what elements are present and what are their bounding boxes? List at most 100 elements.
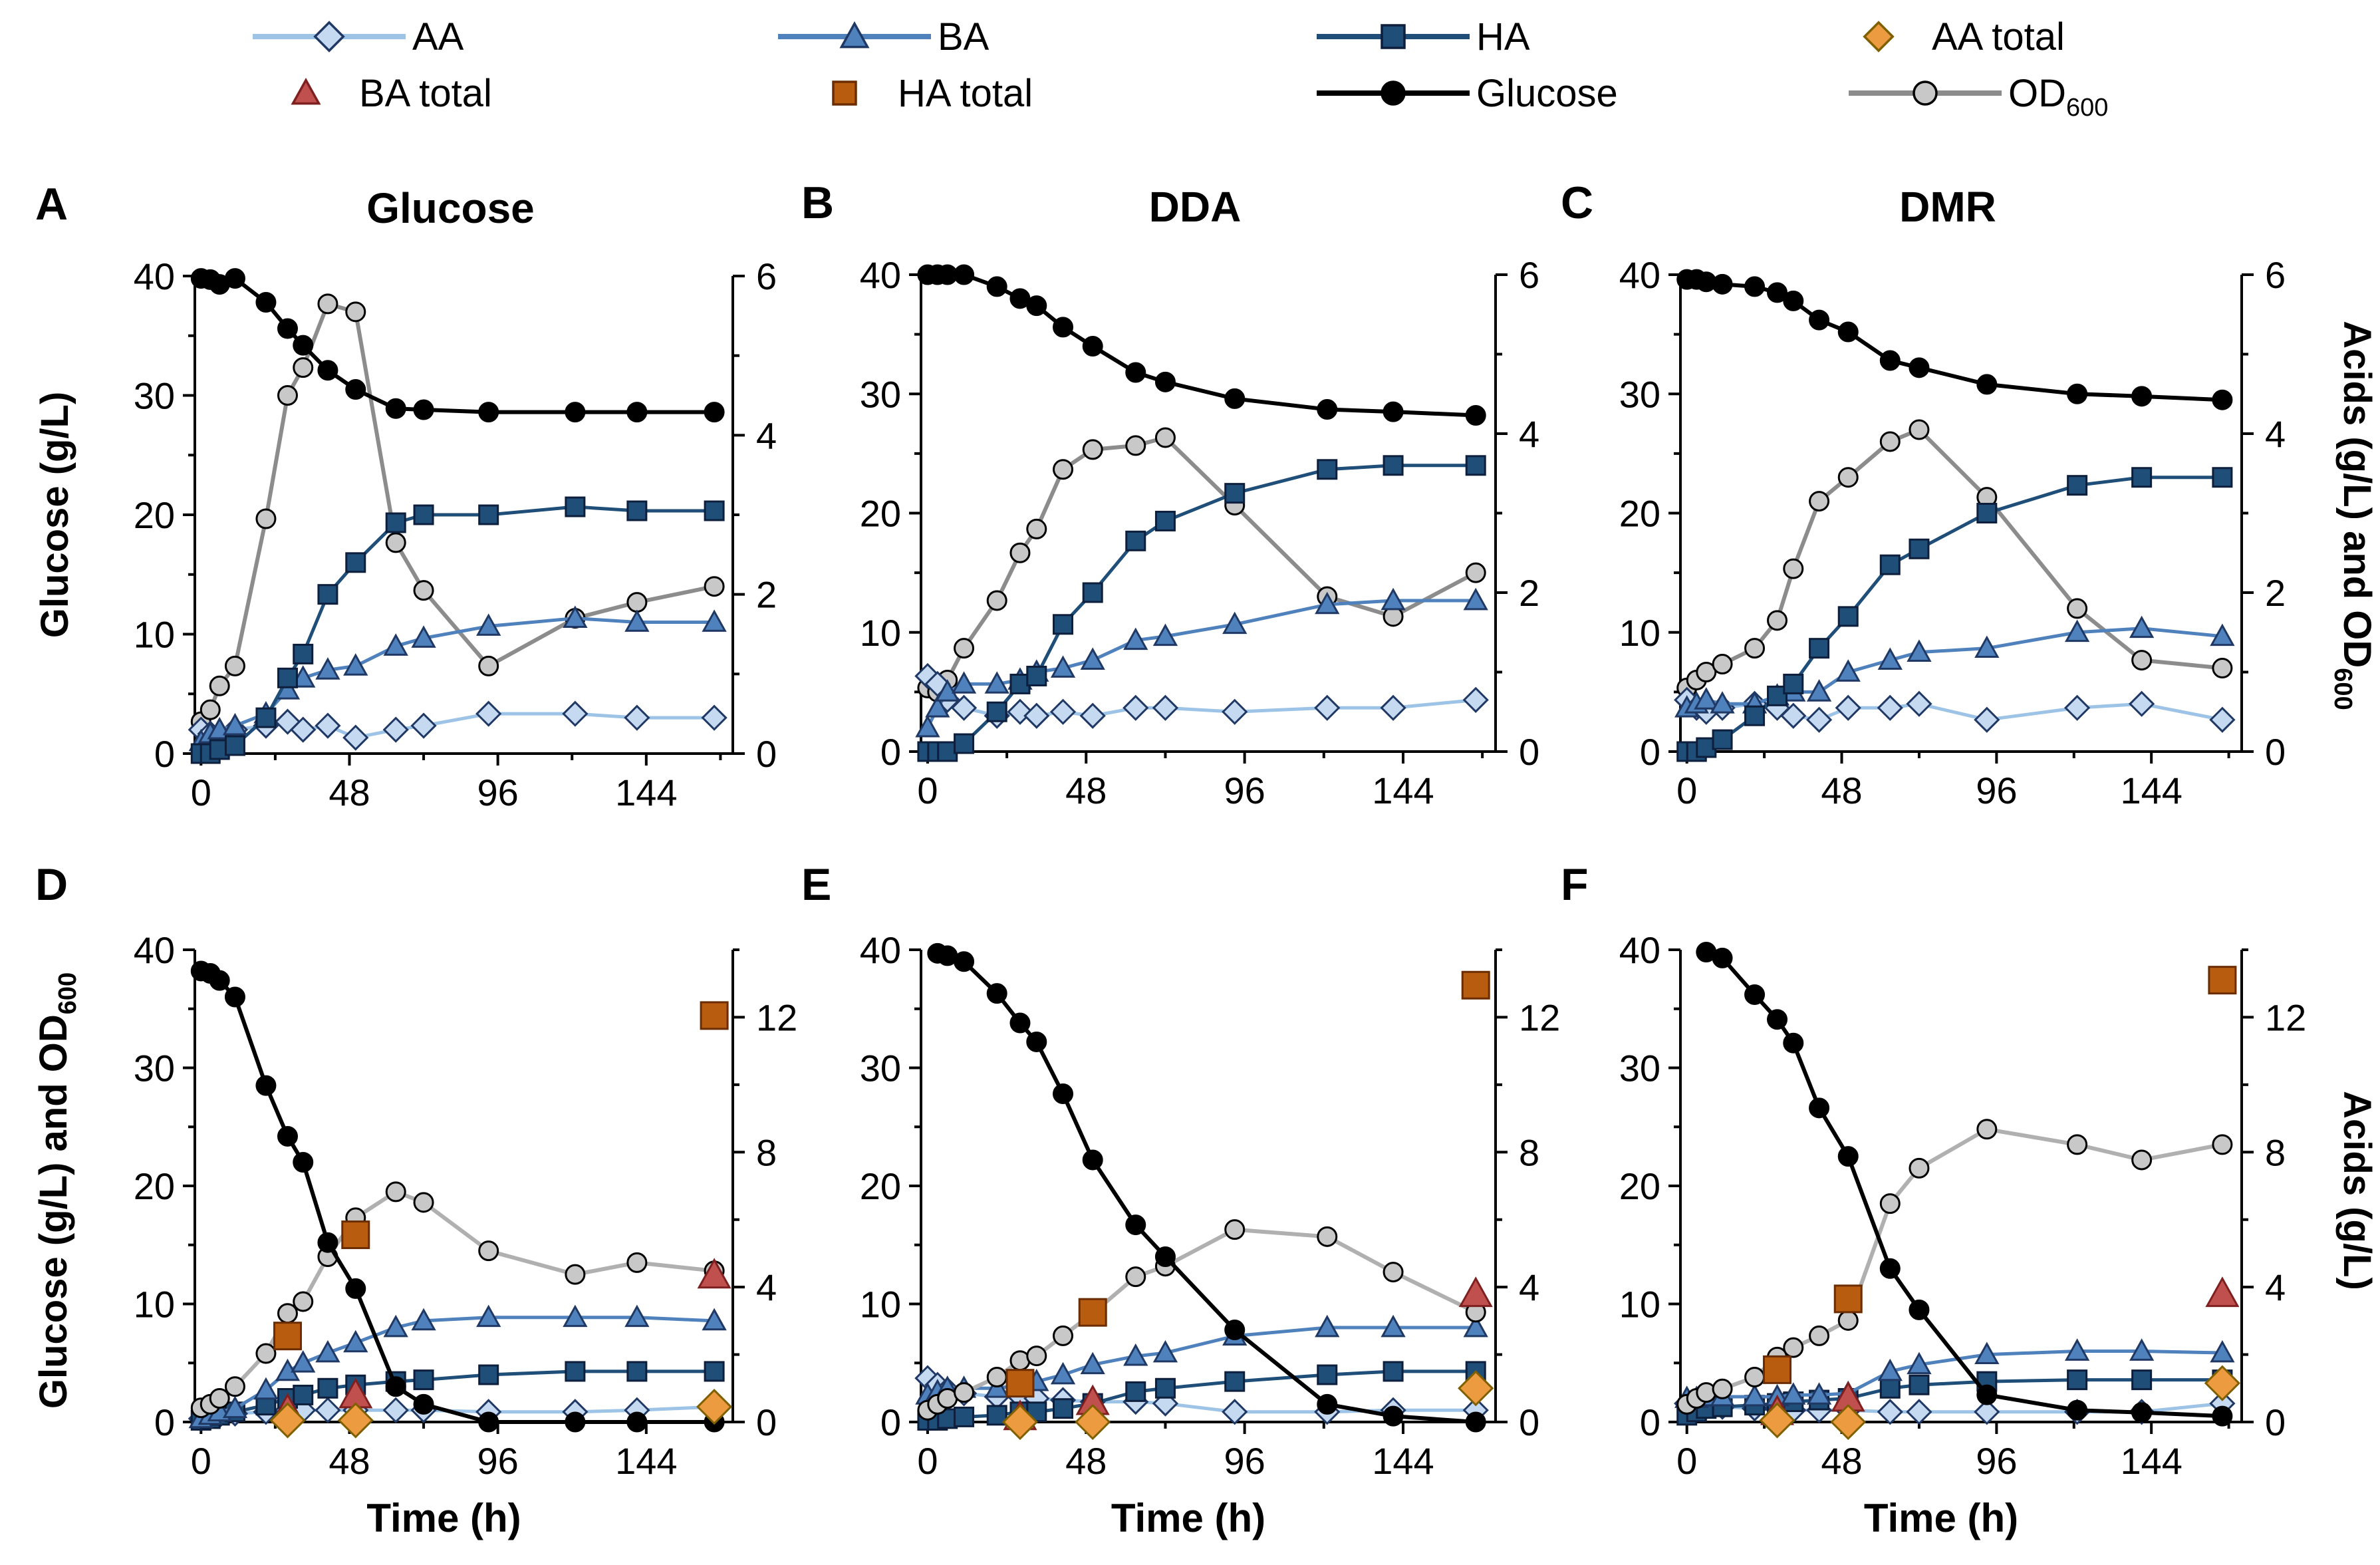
- data-point: [1049, 698, 1077, 725]
- data-point: [1780, 702, 1807, 729]
- data-point: [2208, 966, 2237, 995]
- data-point: [1907, 639, 1932, 662]
- data-point: [2064, 1338, 2090, 1361]
- legend: AA BA HA AA total BA total HA total Glucose OD6…: [253, 15, 2108, 122]
- data-point: [385, 512, 406, 533]
- data-point: [209, 675, 230, 696]
- data-point: [626, 1252, 648, 1273]
- data-point: [1026, 1346, 1047, 1367]
- data-point: [700, 1001, 729, 1030]
- x-tick-label: 48: [1821, 770, 1862, 811]
- data-point: [413, 399, 434, 420]
- data-point: [1123, 627, 1148, 650]
- data-point: [1383, 1361, 1404, 1382]
- y-tick-label-right: 0: [756, 1401, 777, 1443]
- data-point: [1463, 587, 1488, 611]
- data-point: [565, 1361, 586, 1382]
- data-point: [1879, 350, 1901, 371]
- data-point: [478, 655, 499, 676]
- series-glucose: [190, 268, 725, 423]
- data-point: [1224, 483, 1246, 504]
- data-point: [954, 951, 975, 972]
- data-point: [1082, 1149, 1103, 1171]
- data-point: [209, 970, 230, 991]
- y-tick-label-left: 30: [860, 373, 901, 415]
- y-tick-label-left: 20: [1619, 1165, 1660, 1207]
- data-point: [222, 712, 248, 736]
- data-point: [1317, 1364, 1338, 1385]
- y-tick-label-right: 12: [1519, 996, 1560, 1038]
- data-point: [1082, 439, 1103, 460]
- data-point: [1809, 491, 1830, 512]
- y-tick-label-right: 6: [2265, 254, 2286, 296]
- data-point: [2067, 1399, 2088, 1421]
- legend-label: HA total: [898, 72, 1033, 115]
- data-point: [954, 733, 975, 754]
- series-line: [200, 969, 715, 1424]
- data-point: [2129, 690, 2155, 717]
- data-point: [1909, 357, 1930, 378]
- y-tick-label-right: 4: [756, 414, 777, 456]
- data-point: [1712, 1378, 1733, 1399]
- data-point: [1380, 694, 1406, 721]
- data-point: [1080, 647, 1105, 670]
- data-point: [1123, 1343, 1148, 1366]
- x-tick-label: 48: [1065, 1440, 1107, 1482]
- data-point: [1315, 591, 1340, 615]
- y-tick-label-left: 40: [860, 929, 901, 971]
- legend-label: AA total: [1932, 15, 2065, 59]
- data-point: [1835, 659, 1861, 682]
- data-point: [1053, 614, 1074, 635]
- data-point: [2212, 658, 2233, 679]
- data-point: [1712, 947, 1733, 968]
- data-point: [1383, 401, 1404, 422]
- y-tick-label-right: 0: [1519, 731, 1539, 773]
- data-point: [1082, 582, 1103, 603]
- data-point: [1837, 321, 1859, 343]
- data-point: [1125, 1214, 1146, 1236]
- data-point: [1837, 467, 1859, 488]
- data-point: [269, 1402, 306, 1439]
- y-tick-label-left: 40: [860, 254, 901, 296]
- legend-marker: [832, 80, 857, 106]
- data-point: [626, 402, 648, 423]
- data-point: [1154, 1246, 1176, 1267]
- series-ha: [917, 455, 1486, 762]
- data-point: [1125, 1381, 1146, 1402]
- data-point: [385, 1181, 406, 1203]
- data-point: [1877, 1358, 1903, 1381]
- data-point: [1877, 647, 1903, 670]
- data-point: [478, 1240, 499, 1262]
- data-point: [2212, 467, 2233, 488]
- data-point: [224, 735, 245, 756]
- data-point: [1224, 1320, 1246, 1341]
- data-point: [935, 679, 960, 702]
- y-tick-label-right: 2: [1519, 572, 1539, 614]
- panel-title: Glucose: [366, 184, 535, 232]
- panel-c: 0 10 20 30 40 0 2 4 6 0 48 96 144 C DMR: [1561, 178, 2286, 811]
- data-point: [1710, 691, 1735, 714]
- legend-label: BA: [938, 15, 990, 59]
- data-point: [383, 633, 408, 656]
- data-point: [293, 335, 314, 356]
- data-point: [954, 638, 975, 659]
- data-point: [1458, 1370, 1494, 1407]
- y-tick-label-right: 2: [756, 574, 777, 616]
- y-axis-title-subscript: 600: [54, 972, 82, 1014]
- data-point: [478, 1411, 499, 1433]
- series-glucose: [917, 264, 1486, 426]
- data-point: [317, 293, 338, 315]
- data-point: [2063, 694, 2091, 721]
- data-point: [1909, 1374, 1930, 1395]
- data-point: [624, 609, 650, 632]
- data-point: [293, 357, 314, 378]
- data-point: [253, 1377, 279, 1400]
- data-point: [1317, 399, 1338, 420]
- data-point: [385, 532, 406, 553]
- data-point: [411, 1308, 436, 1331]
- data-point: [277, 1125, 298, 1147]
- data-point: [2212, 1134, 2233, 1155]
- y-tick-label-left: 20: [860, 493, 901, 535]
- legend-entry-ba: BA: [778, 15, 990, 59]
- data-point: [2131, 1402, 2153, 1423]
